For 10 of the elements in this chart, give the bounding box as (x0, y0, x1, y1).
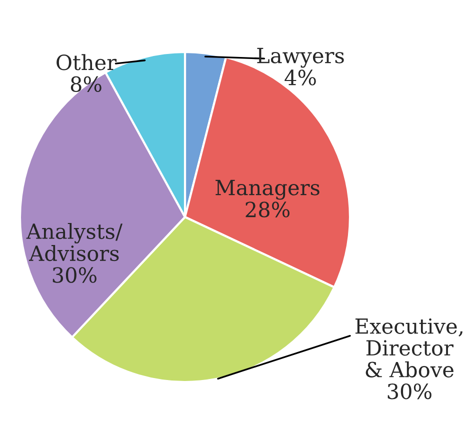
slice-label: Analysts/ Advisors (26, 222, 122, 262)
slice-label: Executive, Director & Above (355, 318, 462, 378)
data-label: 28% (246, 202, 290, 218)
data-label: 30% (52, 267, 96, 283)
data-label: 30% (388, 383, 432, 400)
data-label: 8% (70, 76, 102, 92)
slice-label: Other (56, 54, 117, 70)
data-label: 4% (284, 70, 316, 86)
slice-label: Lawyers (257, 48, 344, 68)
slice-label: Managers (216, 180, 320, 200)
